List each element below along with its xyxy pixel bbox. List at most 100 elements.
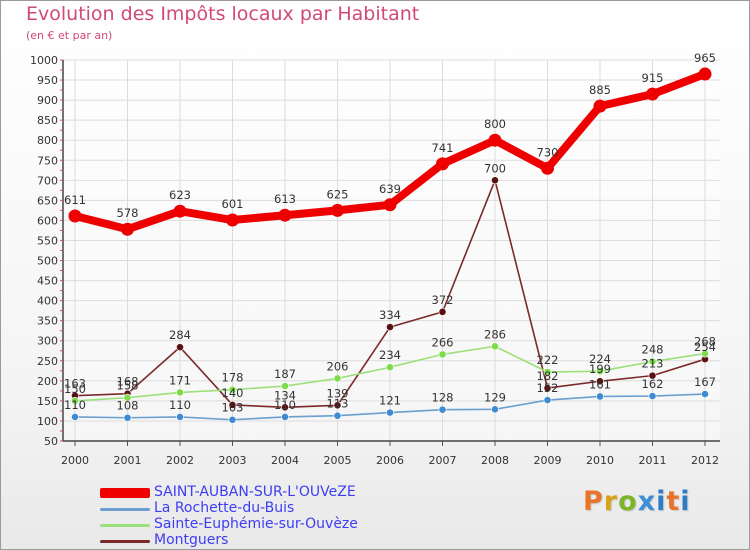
data-label: 108 [117,399,139,413]
data-point [176,388,184,397]
data-point [281,413,289,421]
data-point [438,307,447,316]
x-tick-label: 2009 [534,454,562,467]
data-label: 150 [64,382,86,396]
proxiti-logo: Proxiti [583,486,691,517]
data-label: 213 [642,357,664,371]
data-label: 700 [484,161,506,175]
data-label: 178 [222,371,244,385]
y-tick-label: 800 [37,134,58,147]
data-point [593,99,607,113]
data-label: 110 [64,398,86,412]
data-label: 625 [327,187,349,201]
data-label: 224 [589,352,611,366]
data-point [228,415,237,424]
data-label: 601 [222,197,244,211]
legend-label: Sainte-Euphémie-sur-Ouvèze [154,516,358,532]
data-point [333,401,342,410]
data-point [438,405,447,414]
x-tick-label: 2012 [691,454,719,467]
data-label: 134 [274,388,296,402]
y-tick-label: 250 [37,355,58,368]
data-point [386,363,394,372]
data-point [701,349,709,358]
data-label: 161 [589,377,611,391]
data-point [176,343,184,352]
data-label: 254 [694,340,716,354]
data-label: 110 [274,398,296,412]
data-label: 187 [274,367,296,381]
legend-swatch [100,488,150,498]
data-label: 611 [64,193,86,207]
data-point [333,411,342,420]
data-label: 639 [379,182,401,196]
data-point [646,87,659,101]
logo-letter: x [637,486,657,517]
data-label: 199 [589,362,611,376]
data-point [228,401,237,409]
data-point [331,203,344,217]
x-tick-label: 2010 [586,454,614,467]
data-point [386,323,394,332]
y-tick-label: 700 [37,174,58,187]
data-point [281,403,289,412]
data-label: 121 [379,394,401,408]
data-label: 163 [64,377,86,391]
data-point [543,368,552,376]
data-point [123,413,132,422]
y-tick-label: 50 [44,435,58,448]
y-tick-label: 950 [37,74,58,87]
data-point [281,382,289,390]
logo-letter: r [603,486,619,517]
data-point [701,390,709,398]
data-point [491,342,499,351]
x-tick-label: 2003 [219,454,247,467]
data-label: 284 [169,328,191,342]
data-label: 140 [222,386,244,400]
legend-swatch [100,523,150,527]
data-label: 103 [222,401,244,415]
data-point [226,213,239,227]
data-point [386,408,394,417]
data-label: 110 [169,398,191,412]
chart-title: Evolution des Impôts locaux par Habitant [26,3,420,25]
y-tick-label: 650 [37,194,58,207]
data-label: 129 [484,390,506,404]
chart-subtitle: (en € et par an) [26,29,113,42]
data-point [596,377,604,386]
data-point [176,413,184,421]
data-label: 800 [484,117,506,131]
logo-letter: P [583,486,604,517]
x-tick-label: 2001 [114,454,142,467]
data-label: 167 [694,375,716,389]
data-point [543,384,552,392]
x-tick-label: 2002 [166,454,194,467]
data-label: 334 [379,308,401,322]
data-label: 623 [169,188,191,202]
data-point [698,67,712,81]
data-label: 206 [327,359,349,373]
data-point [228,385,237,394]
data-point [491,405,499,414]
data-label: 168 [117,375,139,389]
legend-label: Montguers [154,532,229,548]
y-tick-label: 400 [37,295,58,308]
data-label: 182 [537,369,559,383]
data-point [68,209,82,223]
y-tick-label: 100 [37,415,58,428]
y-tick-label: 150 [37,395,58,408]
data-point [541,161,554,175]
x-tick-label: 2007 [429,454,457,467]
data-point [648,392,657,400]
data-point [123,393,132,402]
legend-swatch [100,507,150,511]
y-tick-label: 200 [37,375,58,388]
data-point [121,222,134,236]
data-point [436,157,449,171]
data-point [71,396,79,405]
x-tick-label: 2005 [324,454,352,467]
data-label: 730 [537,145,559,159]
y-tick-label: 350 [37,315,58,328]
data-point [383,198,397,212]
